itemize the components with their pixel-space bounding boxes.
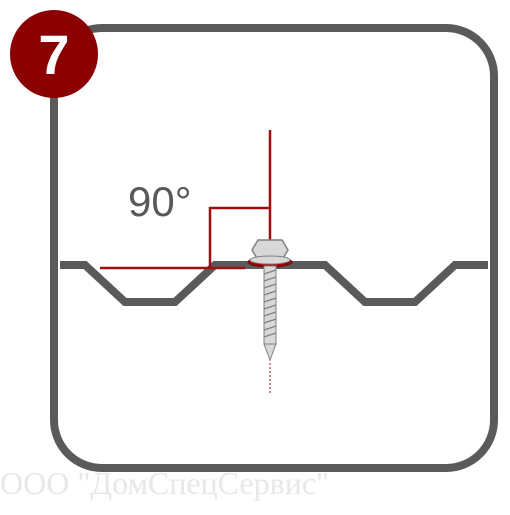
step-badge: 7 bbox=[10, 10, 98, 98]
screw-flange bbox=[250, 256, 290, 264]
watermark: ООО "ДомСпецСервис" bbox=[0, 465, 329, 502]
screw-tip bbox=[264, 344, 276, 360]
diagram-container: 7 90° ООО "ДомСпецСервис" bbox=[0, 0, 510, 510]
panel-profile-right bbox=[295, 265, 488, 302]
step-number: 7 bbox=[38, 22, 69, 87]
screw bbox=[248, 240, 292, 360]
panel-profile-left bbox=[60, 265, 245, 302]
angle-label: 90° bbox=[128, 178, 192, 226]
